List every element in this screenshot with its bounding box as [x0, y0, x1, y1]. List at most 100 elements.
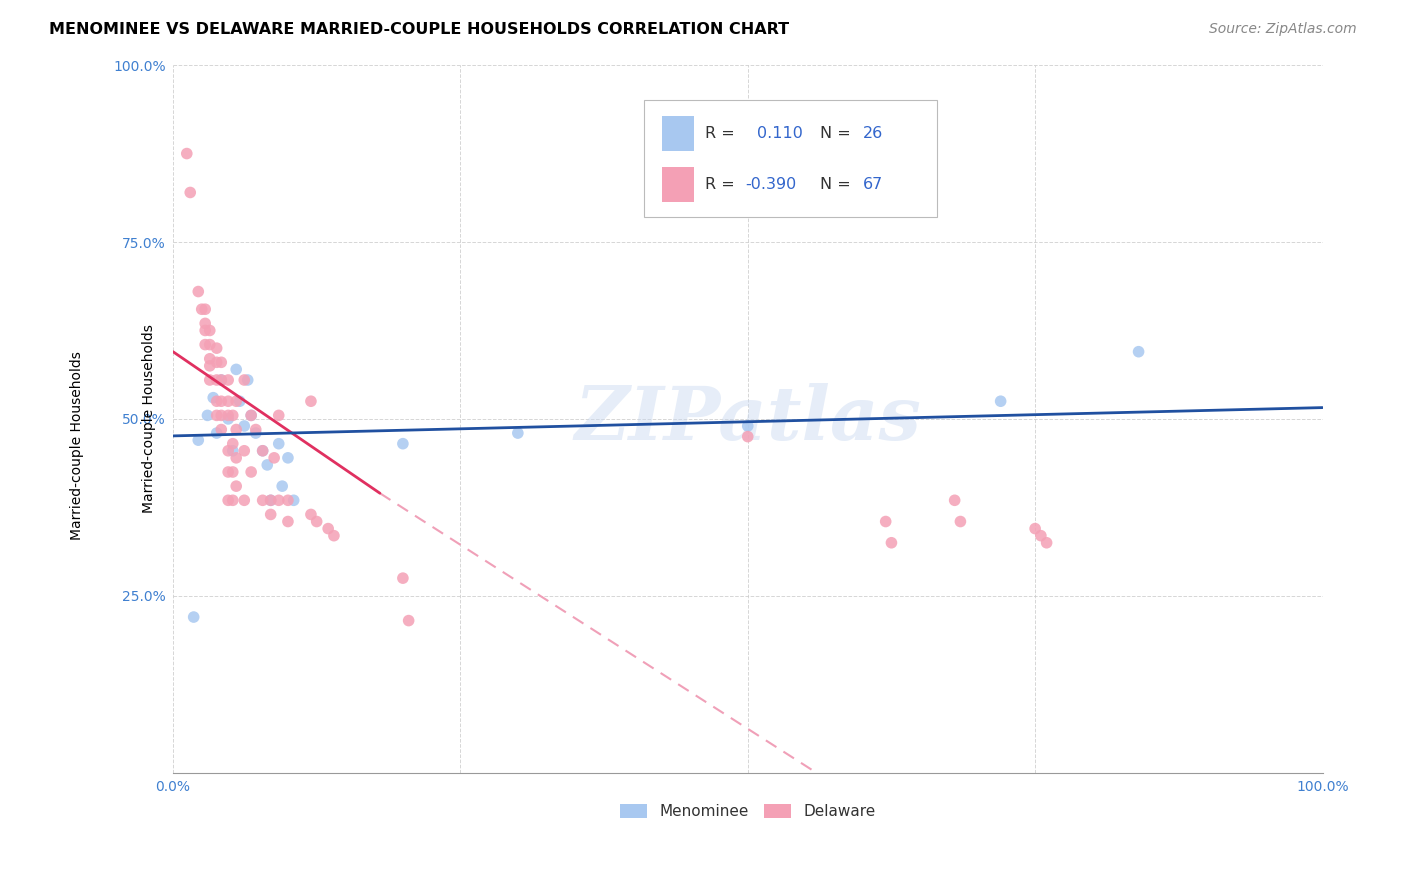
- Point: [1024, 522, 1046, 536]
- Point: [194, 302, 217, 317]
- Point: [305, 515, 328, 529]
- Bar: [662, 116, 693, 151]
- Point: [217, 409, 239, 423]
- Text: 0.110: 0.110: [756, 126, 803, 141]
- Point: [228, 394, 250, 409]
- Text: R =: R =: [706, 177, 740, 192]
- Point: [205, 373, 228, 387]
- Point: [217, 394, 239, 409]
- Point: [217, 412, 239, 426]
- Point: [198, 337, 221, 351]
- Text: Source: ZipAtlas.com: Source: ZipAtlas.com: [1209, 22, 1357, 37]
- Point: [990, 394, 1012, 409]
- Point: [222, 465, 245, 479]
- Point: [260, 508, 283, 522]
- Point: [392, 436, 415, 450]
- Point: [277, 450, 299, 465]
- Point: [197, 409, 219, 423]
- Point: [271, 479, 294, 493]
- Bar: [662, 167, 693, 202]
- Point: [277, 515, 299, 529]
- Point: [194, 317, 217, 331]
- Point: [217, 465, 239, 479]
- Point: [205, 355, 228, 369]
- Point: [222, 409, 245, 423]
- Text: N =: N =: [820, 177, 856, 192]
- Point: [260, 493, 283, 508]
- Point: [252, 443, 274, 458]
- Point: [283, 493, 305, 508]
- Point: [875, 515, 897, 529]
- Point: [267, 493, 290, 508]
- Point: [1029, 529, 1052, 543]
- Point: [225, 450, 247, 465]
- Point: [949, 515, 972, 529]
- Point: [316, 522, 339, 536]
- Point: [225, 394, 247, 409]
- Point: [190, 302, 212, 317]
- Text: MENOMINEE VS DELAWARE MARRIED-COUPLE HOUSEHOLDS CORRELATION CHART: MENOMINEE VS DELAWARE MARRIED-COUPLE HOU…: [49, 22, 789, 37]
- Point: [217, 493, 239, 508]
- Point: [1128, 344, 1150, 359]
- Point: [222, 443, 245, 458]
- Point: [187, 285, 209, 299]
- Point: [198, 373, 221, 387]
- Text: R =: R =: [706, 126, 740, 141]
- Point: [737, 429, 759, 443]
- Point: [205, 426, 228, 441]
- Point: [240, 465, 263, 479]
- Point: [260, 493, 283, 508]
- Point: [392, 571, 415, 585]
- Point: [205, 341, 228, 355]
- Point: [256, 458, 278, 472]
- Point: [225, 362, 247, 376]
- Point: [277, 493, 299, 508]
- Point: [194, 323, 217, 337]
- Point: [209, 373, 232, 387]
- Text: 26: 26: [863, 126, 883, 141]
- Point: [183, 610, 205, 624]
- Point: [737, 419, 759, 434]
- Point: [217, 373, 239, 387]
- Point: [263, 450, 285, 465]
- Point: [233, 373, 256, 387]
- Point: [194, 337, 217, 351]
- Point: [240, 409, 263, 423]
- Point: [198, 351, 221, 366]
- Point: [233, 443, 256, 458]
- FancyBboxPatch shape: [644, 101, 938, 218]
- Point: [209, 355, 232, 369]
- Text: 67: 67: [863, 177, 883, 192]
- Point: [299, 394, 322, 409]
- Point: [179, 186, 201, 200]
- Point: [322, 529, 344, 543]
- Text: ZIPatlas: ZIPatlas: [574, 383, 921, 455]
- Point: [245, 426, 267, 441]
- Point: [506, 426, 529, 441]
- Point: [222, 493, 245, 508]
- Point: [176, 146, 198, 161]
- Point: [205, 394, 228, 409]
- Point: [233, 419, 256, 434]
- Text: N =: N =: [820, 126, 856, 141]
- Point: [209, 409, 232, 423]
- Point: [252, 443, 274, 458]
- Point: [202, 391, 225, 405]
- Point: [198, 323, 221, 337]
- Point: [252, 493, 274, 508]
- Legend: Menominee, Delaware: Menominee, Delaware: [613, 798, 882, 825]
- Point: [225, 479, 247, 493]
- Point: [267, 436, 290, 450]
- Point: [209, 394, 232, 409]
- Point: [233, 493, 256, 508]
- Point: [205, 409, 228, 423]
- Point: [880, 535, 903, 549]
- Point: [217, 443, 239, 458]
- Point: [240, 409, 263, 423]
- Text: -0.390: -0.390: [745, 177, 797, 192]
- Point: [267, 409, 290, 423]
- Point: [222, 436, 245, 450]
- Point: [209, 423, 232, 437]
- Point: [398, 614, 420, 628]
- Point: [225, 423, 247, 437]
